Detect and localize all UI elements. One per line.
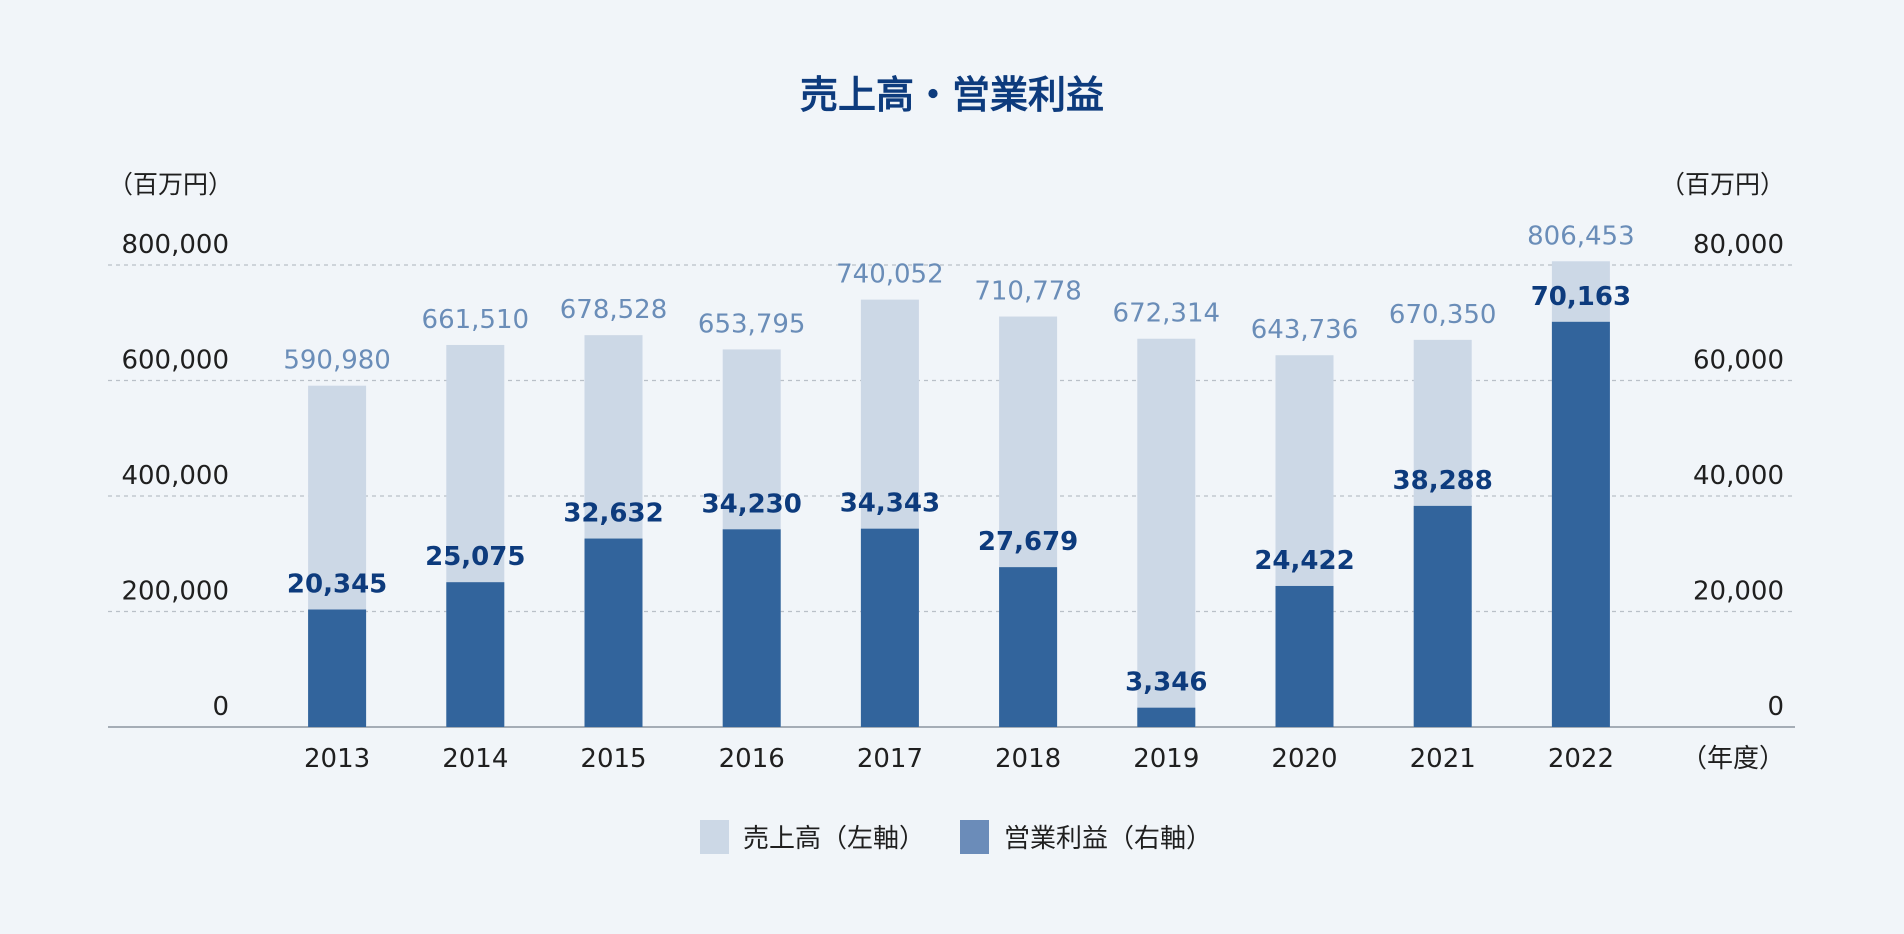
operating-income-bar [999,567,1058,727]
ticks-layer: 0 0 200,000 20,000 400,000 40,000 600,000 60,00… [121,230,1784,774]
bars-layer [308,261,1610,727]
sales-data-label: 590,980 [283,346,391,376]
operating-income-data-label: 20,345 [287,570,387,600]
operating-income-data-label: 27,679 [978,527,1078,557]
sales-data-label: 643,736 [1251,315,1359,345]
x-tick-label: 2016 [719,744,785,774]
sales-data-label: 678,528 [560,295,668,325]
operating-income-data-label: 24,422 [1254,546,1354,576]
right-tick-label: 80,000 [1693,230,1784,260]
operating-income-bar [722,529,781,727]
legend-label: 営業利益（右軸） [1004,824,1212,854]
operating-income-data-label: 32,632 [563,499,663,529]
legend-swatch [700,820,729,854]
operating-income-bar [1137,707,1196,727]
operating-income-data-label: 3,346 [1125,668,1207,698]
operating-income-data-label: 38,288 [1393,466,1493,496]
legend-label: 売上高（左軸） [743,824,925,854]
operating-income-bar [584,538,643,727]
legend-swatch [960,820,989,854]
labels-layer: 590,980 20,345 661,510 25,075 678,528 32,632 6… [283,221,1634,697]
operating-income-bar [860,528,919,727]
left-tick-label: 400,000 [121,461,229,491]
x-axis-unit: （年度） [1681,744,1785,774]
right-tick-label: 0 [1767,692,1784,722]
legend: 売上高（左軸） 営業利益（右軸） [700,820,1212,854]
operating-income-data-label: 34,230 [702,489,802,519]
operating-income-bar [308,609,367,727]
x-tick-label: 2021 [1410,744,1476,774]
chart-title: 売上高・営業利益 [800,73,1104,117]
sales-data-label: 710,778 [974,277,1082,307]
operating-income-bar [1551,321,1610,727]
x-tick-label: 2015 [580,744,646,774]
x-tick-label: 2018 [995,744,1061,774]
x-tick-label: 2013 [304,744,370,774]
x-tick-label: 2019 [1133,744,1199,774]
sales-bar [1137,338,1196,727]
operating-income-data-label: 70,163 [1531,282,1631,312]
sales-data-label: 672,314 [1113,299,1221,329]
x-tick-label: 2022 [1548,744,1614,774]
operating-income-data-label: 34,343 [840,489,940,519]
sales-data-label: 670,350 [1389,300,1497,330]
sales-data-label: 740,052 [836,260,944,290]
right-tick-label: 40,000 [1693,461,1784,491]
right-tick-label: 60,000 [1693,346,1784,376]
x-tick-label: 2014 [442,744,508,774]
operating-income-data-label: 25,075 [425,542,525,572]
operating-income-bar [1275,585,1334,727]
operating-income-bar [1413,505,1472,727]
x-tick-label: 2017 [857,744,923,774]
right-tick-label: 20,000 [1693,577,1784,607]
sales-data-label: 653,795 [698,309,806,339]
left-tick-label: 0 [212,692,229,722]
left-axis-unit: （百万円） [108,170,233,199]
x-tick-label: 2020 [1271,744,1337,774]
operating-income-bar [446,582,505,727]
left-tick-label: 800,000 [121,230,229,260]
sales-data-label: 661,510 [422,305,530,335]
grid-layer [108,264,1795,728]
left-tick-label: 600,000 [121,346,229,376]
left-tick-label: 200,000 [121,577,229,607]
sales-data-label: 806,453 [1527,221,1635,251]
right-axis-unit: （百万円） [1660,170,1785,199]
